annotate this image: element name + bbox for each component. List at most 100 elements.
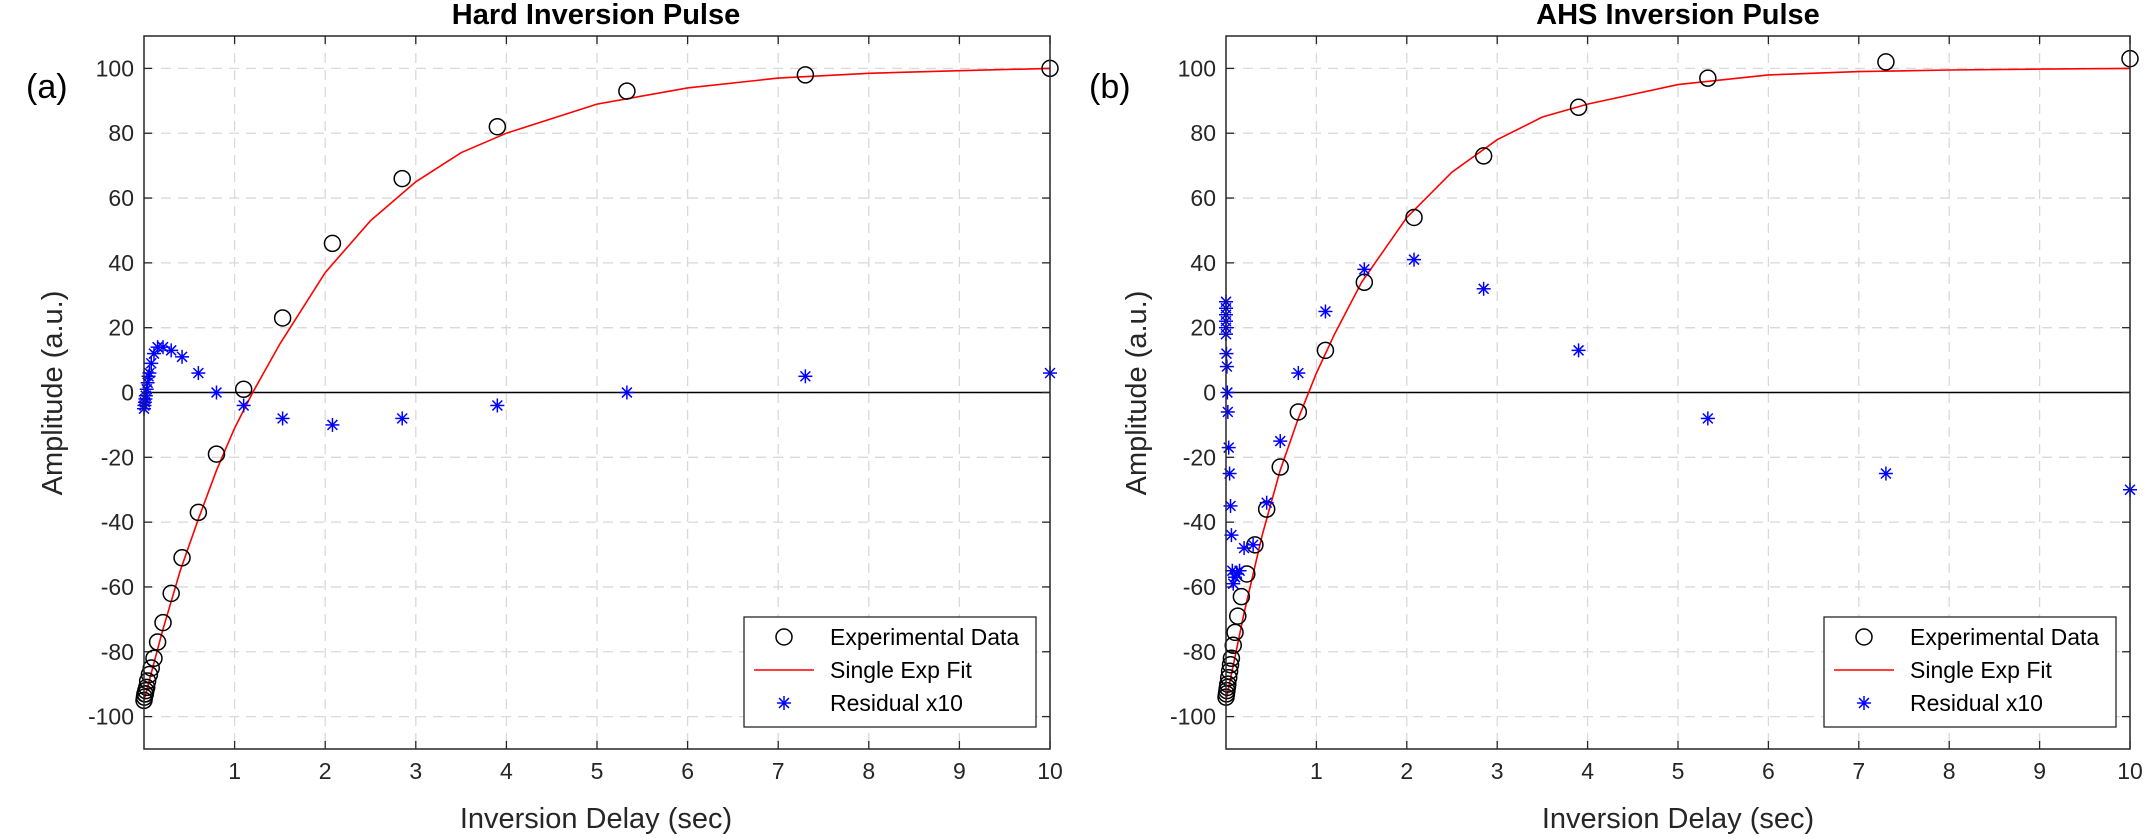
asterisk-stroke: [1702, 412, 1714, 424]
asterisk-stroke: [277, 412, 289, 424]
asterisk-stroke: [1880, 468, 1892, 480]
residual-point: [1224, 528, 1239, 543]
x-tick-label: 9: [953, 758, 966, 784]
legend-marker-circle: [1855, 628, 1873, 646]
data-point: [138, 672, 157, 690]
fit-line: [143, 67, 1051, 701]
asterisk-stroke: [1221, 387, 1233, 398]
residual-point: [1273, 434, 1288, 449]
residual-point: [1220, 385, 1235, 400]
data-point: [1569, 98, 1588, 117]
residual-point: [1700, 411, 1715, 426]
legend-label: Experimental Data: [1910, 624, 2099, 650]
y-tick-label: -20: [1183, 444, 1216, 470]
legend-label: Residual x10: [1910, 690, 2043, 716]
data-point: [1219, 675, 1237, 693]
y-tick-label: 20: [108, 315, 134, 341]
asterisk-stroke: [1358, 263, 1370, 275]
x-tick-label: 5: [1672, 758, 1685, 784]
panel-a-title: Hard Inversion Pulse: [452, 0, 741, 31]
data-point: [142, 659, 160, 677]
x-tick-label: 3: [1491, 758, 1504, 784]
data-point: [1271, 458, 1289, 476]
x-tick-label: 4: [500, 758, 513, 784]
asterisk-stroke: [176, 351, 188, 363]
y-tick-label: 100: [96, 55, 134, 81]
asterisk-stroke: [1319, 305, 1331, 317]
y-tick-label: 80: [108, 120, 134, 146]
residual-point: [1219, 359, 1234, 374]
x-tick-label: 2: [319, 758, 332, 784]
x-tick-label: 2: [1400, 758, 1413, 784]
residual-point: [1259, 495, 1274, 510]
axes-box: [143, 35, 1051, 750]
x-tick-label: 10: [2117, 758, 2143, 784]
data-point: [1222, 649, 1241, 668]
asterisk-stroke: [1225, 529, 1237, 541]
y-tick-label: -80: [101, 639, 134, 665]
asterisk-stroke: [1292, 367, 1304, 379]
axes-box: [1225, 35, 2131, 750]
asterisk-stroke: [211, 387, 222, 398]
residual-point: [164, 343, 179, 358]
asterisk-stroke: [1221, 361, 1233, 373]
asterisk-stroke: [157, 341, 169, 353]
panel-b-ylabel: Amplitude (a.u.): [1121, 291, 1153, 496]
panel-a-label: (a): [26, 68, 68, 106]
data-point: [273, 309, 292, 327]
data-point: [1316, 341, 1335, 360]
y-tick-label: 60: [108, 185, 134, 211]
x-tick-label: 6: [681, 758, 694, 784]
fit-line: [1225, 67, 2131, 701]
residual-point: [1246, 537, 1261, 552]
panel-a-plot: 1 2 3 4 5 6 7 8 9 10 -100 -80 -60 -40 -20 0 20 40 60 80 100 E…: [88, 35, 1063, 784]
y-tick-label: 40: [1190, 250, 1216, 276]
x-tick-label: 10: [1037, 758, 1063, 784]
residual-point: [236, 398, 251, 413]
residual-point: [1407, 252, 1422, 267]
y-tick-label: -20: [101, 444, 134, 470]
asterisk-stroke: [1478, 283, 1490, 295]
panel-b-label: (b): [1089, 68, 1131, 106]
data-point: [154, 613, 172, 632]
y-tick-label: 80: [1190, 120, 1216, 146]
data-point: [323, 234, 342, 253]
asterisk-stroke: [1234, 565, 1246, 577]
residual-point: [1878, 466, 1893, 481]
data-point: [1699, 69, 1717, 87]
data-point: [1219, 668, 1238, 687]
legend-marker-circle: [775, 628, 793, 646]
residual-point: [1232, 563, 1247, 578]
residual-point: [275, 411, 290, 426]
asterisk-stroke: [396, 412, 408, 424]
residual-point: [144, 356, 159, 371]
asterisk-stroke: [1225, 500, 1236, 512]
asterisk-stroke: [326, 419, 338, 431]
residual-point: [395, 411, 410, 426]
panel-a-xlabel: Inversion Delay (sec): [460, 803, 732, 835]
legend-box: [1823, 616, 2117, 728]
x-tick-label: 7: [772, 758, 785, 784]
y-tick-label: -40: [101, 509, 134, 535]
y-tick-label: -60: [1183, 574, 1216, 600]
data-point: [488, 117, 507, 136]
asterisk-stroke: [621, 387, 633, 398]
asterisk-stroke: [238, 399, 250, 411]
residual-point: [619, 385, 634, 400]
asterisk-stroke: [143, 367, 155, 379]
y-tick-label: 40: [108, 250, 134, 276]
residual-point: [325, 417, 340, 432]
legend-marker-asterisk: [1857, 696, 1871, 710]
data-point: [140, 665, 159, 684]
asterisk-stroke: [1247, 539, 1259, 551]
data-point: [1221, 655, 1240, 674]
residual-point: [490, 398, 505, 413]
x-tick-label: 7: [1852, 758, 1865, 784]
residual-point: [191, 366, 206, 381]
x-tick-label: 1: [1310, 758, 1323, 784]
data-point: [1877, 53, 1895, 71]
asterisk-stroke: [1274, 435, 1286, 447]
residual-point: [1476, 281, 1491, 296]
y-tick-label: 0: [121, 380, 134, 406]
y-tick-label: 60: [1190, 185, 1216, 211]
